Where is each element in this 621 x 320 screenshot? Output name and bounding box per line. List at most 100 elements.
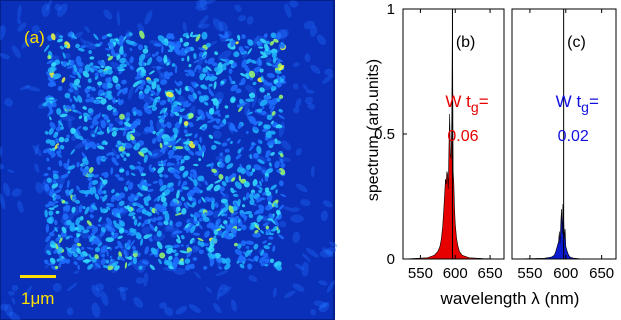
speckle [132, 121, 139, 128]
speckle [290, 214, 304, 223]
speckle [78, 115, 83, 120]
speckle [270, 32, 277, 39]
speckle [197, 237, 204, 242]
speckle [82, 168, 90, 174]
speckle [169, 97, 173, 106]
speckle [262, 240, 268, 244]
speckle [219, 152, 224, 157]
speckle [187, 149, 195, 156]
speckle [149, 264, 155, 271]
speckle [170, 140, 177, 146]
speckle [97, 81, 103, 86]
speckle [181, 183, 185, 189]
speckle [120, 49, 124, 56]
speckle [99, 189, 104, 194]
speckle [219, 284, 229, 291]
speckle [184, 264, 191, 271]
speckle [98, 216, 102, 223]
speckle [69, 235, 73, 239]
speckle [202, 213, 207, 219]
speckle [206, 119, 215, 124]
speckle [66, 219, 72, 226]
speckle [175, 155, 183, 162]
speckle [213, 302, 222, 314]
speckle [135, 194, 140, 199]
speckle [227, 235, 233, 240]
speckle [158, 131, 164, 139]
speckle [138, 181, 143, 190]
speckle [119, 228, 125, 234]
speckle [95, 96, 103, 100]
speckle [181, 208, 187, 215]
speckle [106, 249, 109, 257]
speckle [224, 105, 229, 109]
speckle [179, 37, 183, 43]
speckle [295, 98, 302, 109]
speckle [166, 247, 174, 254]
speckle [205, 111, 211, 120]
speckle [152, 53, 156, 58]
speckle [67, 165, 76, 170]
speckle [181, 57, 185, 62]
speckle [188, 113, 194, 119]
y-tick-label: 0 [387, 251, 395, 268]
speckle [4, 303, 13, 317]
spectrum-charts: spectrum (arb.units) wavelength λ (nm) 5… [365, 1, 617, 308]
speckle [310, 64, 321, 75]
speckle [51, 182, 59, 189]
speckle [128, 200, 136, 208]
speckle [92, 114, 101, 121]
speckle [54, 76, 60, 80]
speckle [253, 243, 259, 250]
speckle [256, 145, 262, 155]
speckle [208, 134, 214, 139]
speckle [52, 197, 56, 201]
speckle [185, 102, 192, 108]
speckle [97, 68, 104, 73]
speckle [69, 222, 75, 231]
speckle [75, 199, 81, 204]
speckle [278, 114, 285, 120]
speckle [51, 62, 57, 68]
speckle [72, 83, 78, 91]
speckle [51, 101, 57, 108]
speckle [275, 58, 283, 63]
speckle [201, 144, 206, 153]
speckle [67, 117, 72, 129]
speckle [94, 72, 99, 77]
speckle [198, 95, 205, 103]
speckle [32, 25, 41, 34]
speckle [128, 255, 133, 260]
speckle [11, 45, 21, 59]
speckle [153, 196, 159, 202]
speckle [25, 285, 33, 298]
speckle [185, 35, 190, 39]
speckle [191, 245, 199, 253]
speckle [73, 78, 81, 86]
speckle [66, 134, 70, 139]
speckle [0, 303, 8, 311]
speckle [11, 188, 22, 197]
speckle [168, 137, 177, 142]
speckle [84, 40, 98, 47]
speckle [235, 41, 239, 45]
speckle [162, 192, 166, 196]
speckle [75, 217, 81, 226]
speckle [57, 144, 61, 153]
speckle [44, 209, 48, 218]
speckle [117, 240, 123, 249]
speckle [65, 246, 73, 254]
speckle [173, 173, 181, 180]
speckle [187, 86, 195, 93]
speckle [237, 123, 242, 129]
speckle [84, 64, 91, 73]
speckle [161, 40, 168, 46]
speckle [84, 194, 89, 198]
speckle [215, 68, 224, 75]
speckle [304, 53, 311, 62]
speckle [172, 244, 181, 248]
speckle [152, 153, 159, 157]
speckle [64, 205, 71, 211]
speckle [67, 170, 71, 174]
speckle [183, 228, 190, 231]
